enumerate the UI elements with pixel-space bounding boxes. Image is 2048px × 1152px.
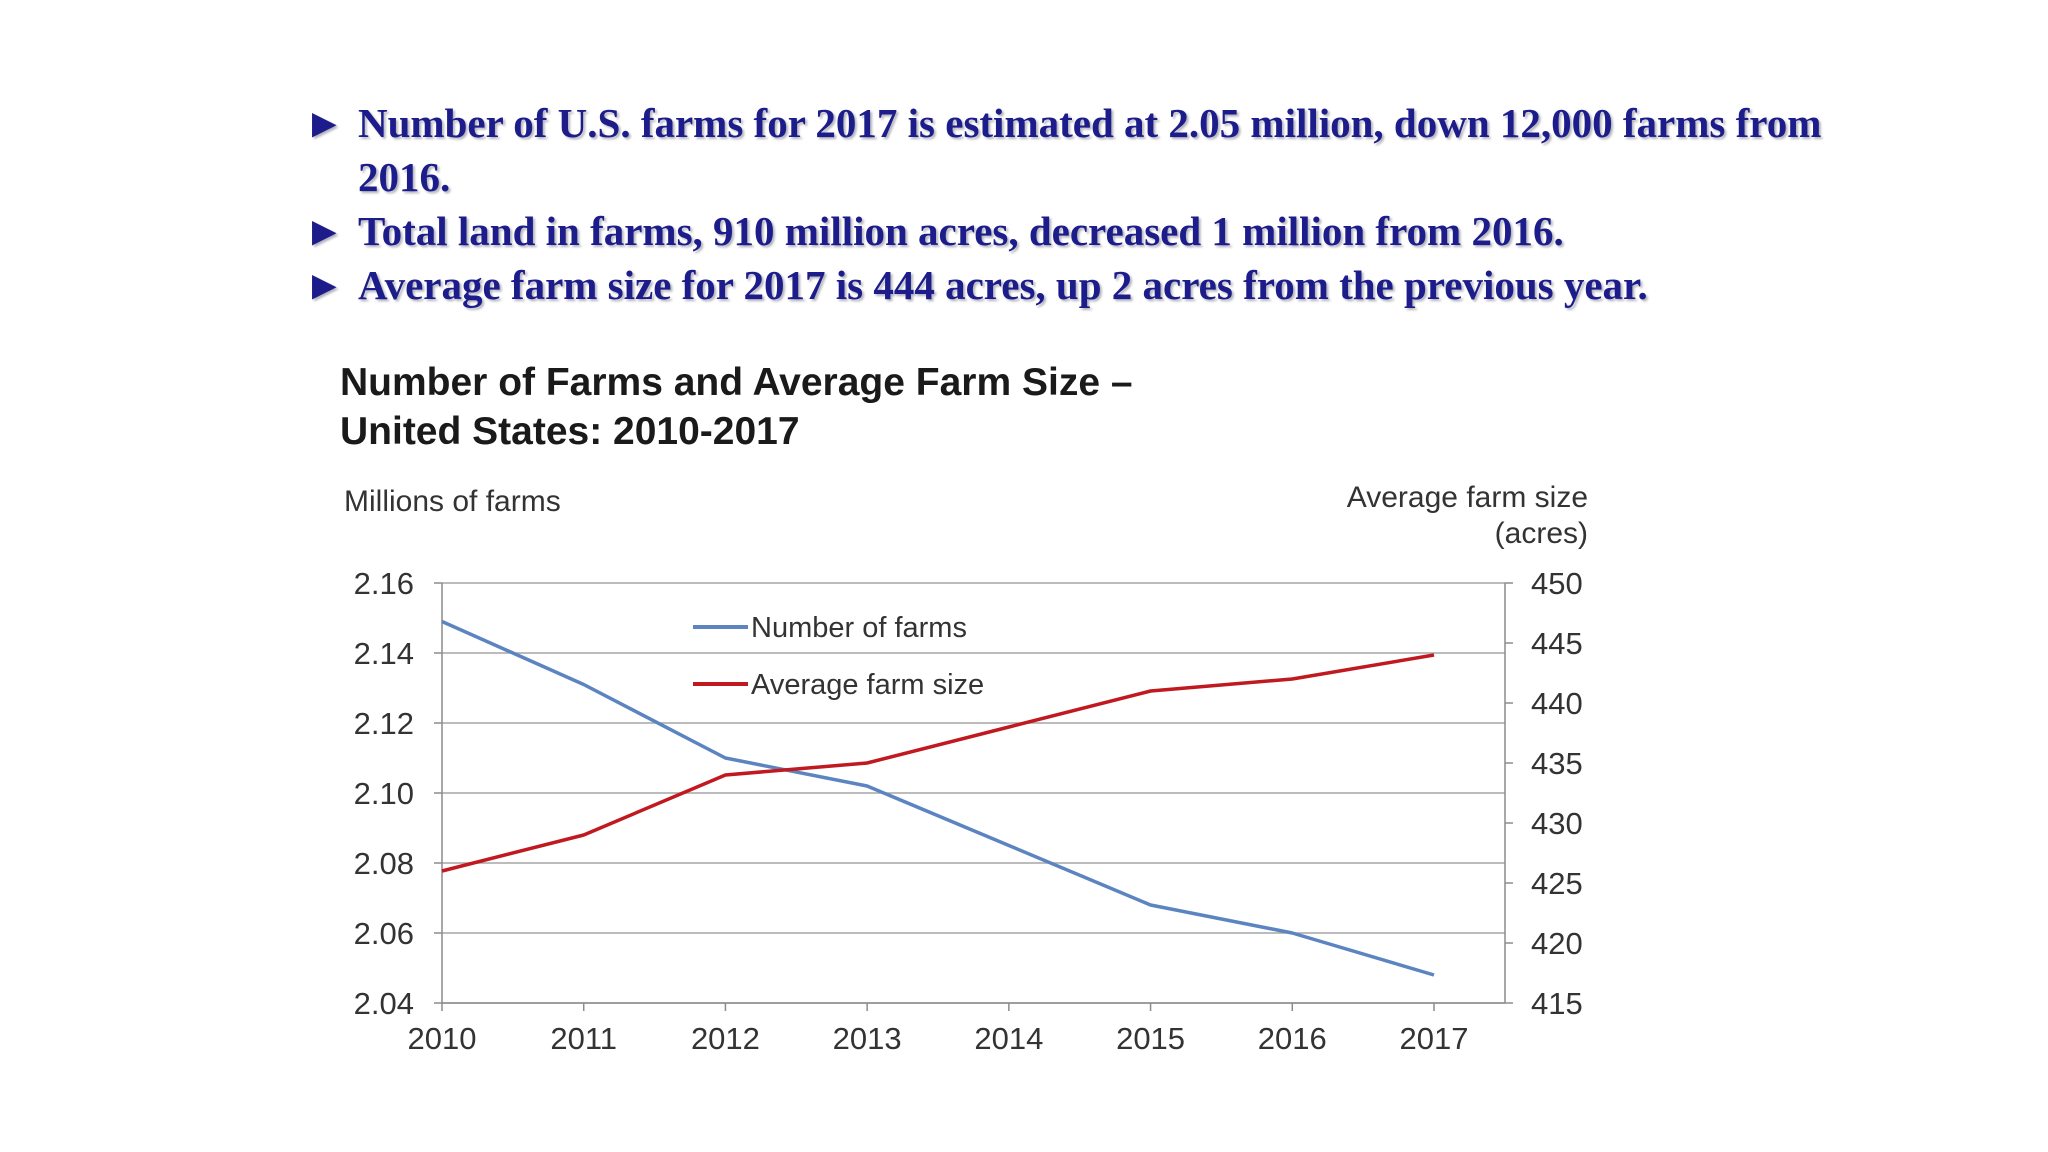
y-right-tick-label: 450	[1531, 566, 1583, 601]
y-axis-right-title: Average farm size (acres)	[1347, 480, 1588, 552]
bullet-item: ► Total land in farms, 910 million acres…	[304, 204, 1864, 258]
bullet-arrow-icon: ►	[304, 208, 345, 254]
x-tick-label: 2015	[1116, 1021, 1185, 1056]
y-right-tick-label: 420	[1531, 926, 1583, 961]
bullet-text: Total land in farms, 910 million acres, …	[358, 208, 1564, 254]
bullet-text: Number of U.S. farms for 2017 is estimat…	[358, 100, 1822, 200]
y-axis-right-title-line: Average farm size	[1346, 481, 1588, 514]
y-axis-left-title: Millions of farms	[344, 485, 561, 518]
bullet-item: ► Average farm size for 2017 is 444 acre…	[304, 258, 1864, 312]
bullet-arrow-icon: ►	[304, 100, 345, 146]
series-line-average-farm-size	[441, 653, 1435, 873]
y-left-tick-label: 2.16	[354, 566, 414, 601]
bullet-item: ► Number of U.S. farms for 2017 is estim…	[304, 96, 1864, 204]
y-left-tick-label: 2.06	[354, 916, 414, 951]
y-right-tick-label: 435	[1531, 746, 1583, 781]
x-tick-label: 2012	[691, 1021, 760, 1056]
legend-label: Number of farms	[751, 612, 967, 644]
y-left-tick-label: 2.08	[354, 846, 414, 881]
x-tick-label: 2017	[1400, 1021, 1469, 1056]
y-right-tick-label: 425	[1531, 866, 1583, 901]
y-left-tick-label: 2.04	[354, 986, 414, 1021]
y-left-tick-label: 2.10	[354, 776, 414, 811]
bullet-text: Average farm size for 2017 is 444 acres,…	[358, 262, 1648, 308]
chart-title-line: Number of Farms and Average Farm Size –	[340, 361, 1133, 404]
x-tick-label: 2010	[408, 1021, 477, 1056]
y-right-tick-label: 430	[1531, 806, 1583, 841]
x-tick-label: 2016	[1258, 1021, 1327, 1056]
legend-label: Average farm size	[751, 669, 984, 701]
y-axis-right-title-line: (acres)	[1494, 517, 1588, 550]
chart-title-line: United States: 2010-2017	[340, 410, 800, 453]
y-right-tick-label: 415	[1531, 986, 1583, 1021]
y-left-tick-label: 2.12	[354, 706, 414, 741]
x-tick-label: 2011	[550, 1021, 617, 1056]
bullet-list: ► Number of U.S. farms for 2017 is estim…	[304, 96, 1864, 312]
series-line-number-of-farms	[441, 619, 1435, 977]
x-tick-label: 2013	[833, 1021, 902, 1056]
y-right-tick-label: 445	[1531, 626, 1583, 661]
y-left-tick-label: 2.14	[354, 636, 414, 671]
y-right-tick-label: 440	[1531, 686, 1583, 721]
chart-title: Number of Farms and Average Farm Size – …	[340, 358, 1133, 456]
bullet-arrow-icon: ►	[304, 262, 345, 308]
x-tick-label: 2014	[974, 1021, 1043, 1056]
